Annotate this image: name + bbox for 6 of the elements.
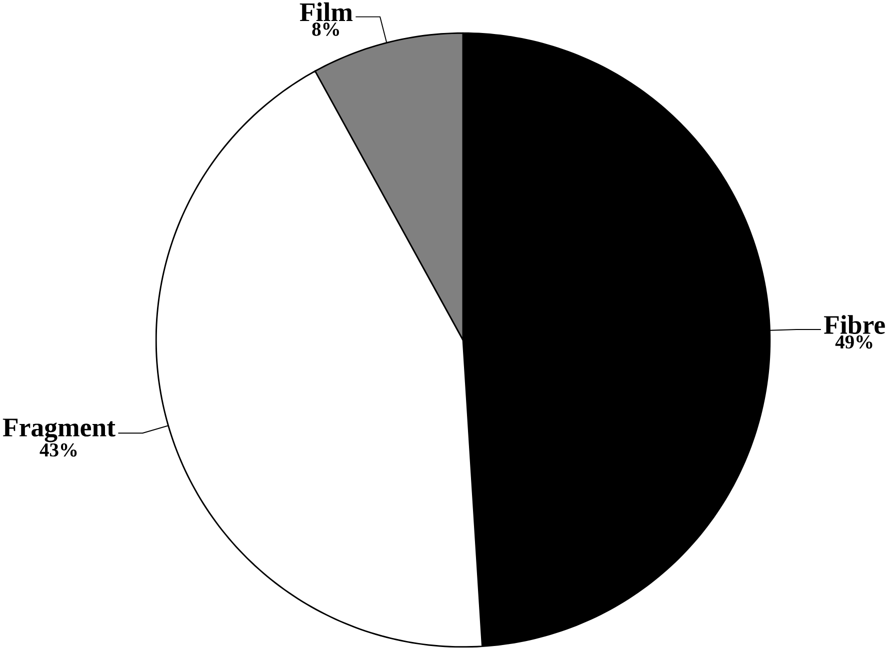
slice-label: Film xyxy=(300,2,353,22)
data-label: 49% xyxy=(835,336,872,349)
data-label: 43% xyxy=(40,444,77,457)
data-label: 8% xyxy=(312,22,339,36)
slice-label: Fibre xyxy=(824,315,885,334)
slice-label: Fragment xyxy=(2,418,116,442)
